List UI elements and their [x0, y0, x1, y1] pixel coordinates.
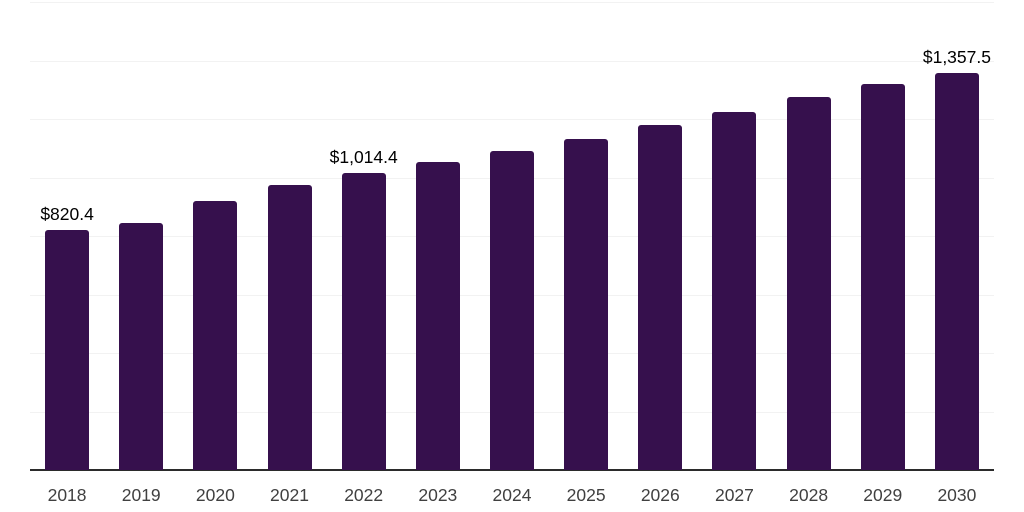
x-axis-line	[30, 469, 994, 471]
x-tick-label-2025: 2025	[566, 485, 606, 505]
bar-2030[interactable]	[934, 72, 979, 470]
gridline	[30, 2, 994, 3]
bar-2020[interactable]	[193, 200, 238, 470]
bar-2028[interactable]	[786, 97, 831, 470]
x-tick-label-2029: 2029	[863, 485, 903, 505]
value-label-2022: $1,014.4	[329, 147, 398, 168]
bar-2029[interactable]	[860, 83, 905, 470]
x-tick-label-2023: 2023	[418, 485, 458, 505]
x-tick-label-2019: 2019	[121, 485, 161, 505]
x-tick-label-2028: 2028	[789, 485, 829, 505]
bar-2025[interactable]	[564, 138, 609, 470]
x-tick-label-2020: 2020	[195, 485, 235, 505]
x-tick-label-2018: 2018	[47, 485, 87, 505]
x-tick-label-2030: 2030	[937, 485, 977, 505]
bar-2024[interactable]	[490, 150, 534, 470]
value-label-2030: $1,357.5	[922, 46, 991, 67]
bar-2019[interactable]	[119, 222, 164, 470]
bar-2018[interactable]	[45, 230, 90, 470]
x-tick-label-2022: 2022	[344, 485, 384, 505]
value-label-2018: $820.4	[40, 204, 94, 225]
gridline	[30, 119, 994, 120]
bar-2021[interactable]	[267, 184, 312, 470]
bar-2023[interactable]	[415, 161, 460, 470]
bar-2027[interactable]	[712, 111, 757, 470]
x-tick-label-2026: 2026	[640, 485, 680, 505]
x-tick-label-2021: 2021	[270, 485, 309, 505]
x-tick-label-2024: 2024	[492, 485, 532, 505]
bar-2026[interactable]	[638, 124, 683, 470]
x-tick-label-2027: 2027	[714, 485, 754, 505]
gridline	[30, 60, 994, 62]
bar-2022[interactable]	[341, 173, 386, 470]
